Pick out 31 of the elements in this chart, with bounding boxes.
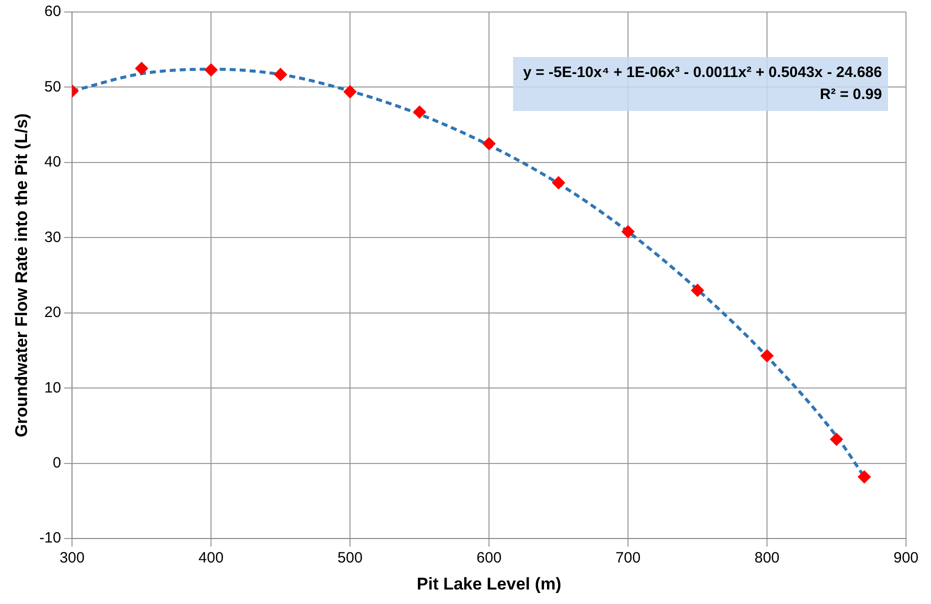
point [413,106,426,119]
y-tick-label: 0 [52,454,62,472]
x-tick-label: 600 [476,550,502,567]
annotation: y = -5E-10x⁴ + 1E-06x³ - 0.0011x² + 0.5043x - 24.686 [523,64,882,82]
point [760,349,774,362]
y-tick-label: 40 [44,154,62,171]
point [482,137,496,150]
y-tick-label: -10 [39,530,62,547]
point [830,432,844,446]
y-tick-label: 20 [44,304,62,322]
x-tick-label: 500 [338,550,363,567]
y-tick-label: 60 [44,3,62,20]
x-tick-label: 300 [60,550,85,567]
point [858,470,871,484]
annotation: R² = 0.99 [820,86,882,104]
x-tick-label: 700 [616,550,641,567]
x-tick-label: 800 [754,550,780,567]
point [552,176,566,190]
y-tick-label: 50 [44,78,62,96]
y-axis-title: Groundwater Flow Rate into the Pit (L/s) [12,113,31,438]
point [274,68,288,81]
point [622,225,635,238]
x-tick-label: 400 [198,550,224,567]
y-tick-label: 10 [44,379,62,396]
point [344,85,357,98]
point [135,62,148,75]
x-axis-title: Pit Lake Level (m) [416,574,562,594]
x-tick-label: 900 [893,550,919,567]
y-tick-label: 30 [44,228,62,246]
point [691,284,704,297]
point [204,63,218,76]
